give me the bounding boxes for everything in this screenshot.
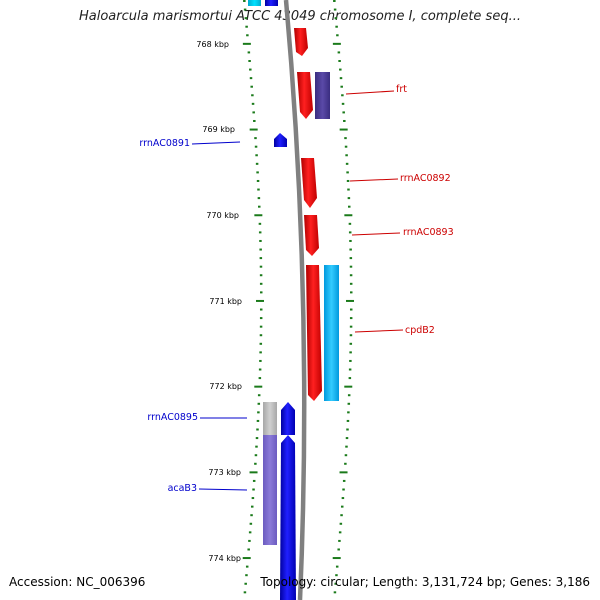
scale-label: 769 kbp	[202, 125, 235, 134]
gene-feature[interactable]	[294, 28, 308, 56]
gene-feature-cpdb2[interactable]	[324, 265, 339, 401]
gene-feature-rrnac0891[interactable]	[274, 133, 287, 147]
summary-text: Topology: circular; Length: 3,131,724 bp…	[260, 575, 590, 589]
gene-label-cpdb2[interactable]: cpdB2	[405, 325, 435, 336]
scale-label: 772 kbp	[209, 382, 242, 391]
scale-label: 768 kbp	[196, 40, 229, 49]
gene-label-rrnac0891[interactable]: rrnAC0891	[139, 138, 190, 149]
gene-feature-rrnac0895[interactable]	[281, 402, 295, 435]
gene-label-frt[interactable]: frt	[396, 84, 407, 95]
label-connectors	[191, 90, 404, 491]
accession-text: Accession: NC_006396	[9, 575, 146, 589]
gene-feature[interactable]	[265, 0, 278, 6]
scale-ticks-right	[332, 0, 354, 594]
backbone-arc	[283, 0, 307, 600]
gene-feature-frt[interactable]	[315, 72, 330, 119]
gene-label-rrnac0895[interactable]: rrnAC0895	[147, 412, 198, 423]
gene-label-rrnac0892[interactable]: rrnAC0892	[400, 173, 451, 184]
scale-label: 770 kbp	[206, 211, 239, 220]
gene-feature[interactable]	[306, 265, 322, 401]
scale-label: 773 kbp	[208, 468, 241, 477]
gene-feature-acab3[interactable]	[263, 435, 277, 545]
gene-label-rrnac0893[interactable]: rrnAC0893	[403, 227, 454, 238]
gene-feature-rrnac0892[interactable]	[301, 158, 317, 208]
gene-feature-rrnac0893[interactable]	[304, 215, 319, 256]
scale-labels: 768 kbp 769 kbp 770 kbp 771 kbp 772 kbp …	[196, 40, 242, 563]
map-title: Haloarcula marismortui ATCC 43049 chromo…	[79, 9, 521, 24]
scale-label: 774 kbp	[208, 554, 241, 563]
scale-label: 771 kbp	[209, 297, 242, 306]
gene-feature[interactable]	[263, 402, 277, 435]
gene-feature[interactable]	[248, 0, 261, 6]
gene-label-acab3[interactable]: acaB3	[168, 483, 197, 494]
gene-feature[interactable]	[280, 435, 296, 600]
scale-ticks-left	[242, 0, 264, 594]
gene-feature[interactable]	[297, 72, 313, 119]
